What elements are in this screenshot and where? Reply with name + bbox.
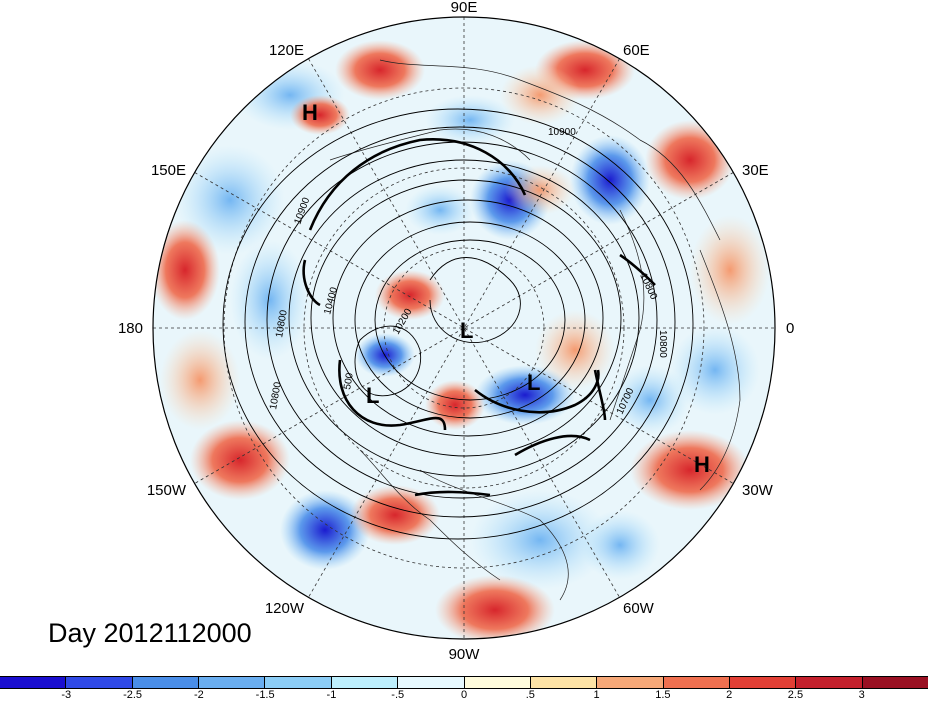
low-center: L bbox=[527, 370, 540, 395]
colorbar-tick-label: -1.5 bbox=[255, 689, 275, 701]
colorbar-tick-label: 3 bbox=[858, 689, 865, 701]
height-contours bbox=[222, 108, 694, 540]
colorbar-tick-label: 0 bbox=[460, 689, 468, 701]
colorbar-tick-label: -2 bbox=[193, 689, 204, 701]
contour-label: 10800 bbox=[657, 330, 668, 358]
colorbar-tick-label: 2.5 bbox=[787, 689, 804, 701]
lon-label-0: 0 bbox=[786, 320, 794, 337]
colorbar-swatch bbox=[397, 677, 464, 688]
lon-label-30w: 30W bbox=[742, 482, 774, 499]
colorbar-swatch bbox=[463, 677, 530, 688]
pressure-centers: H L L L H bbox=[302, 100, 710, 477]
contour-label: 10900 bbox=[548, 127, 576, 138]
lon-label-30e: 30E bbox=[742, 162, 769, 179]
colorbar-swatch bbox=[198, 677, 265, 688]
colorbar-swatch bbox=[529, 677, 597, 688]
jet-contours bbox=[302, 138, 656, 497]
colorbar-swatch bbox=[795, 677, 862, 688]
lon-label-90e: 90E bbox=[451, 0, 478, 16]
colorbar bbox=[0, 676, 928, 689]
high-center: H bbox=[302, 100, 318, 125]
low-center: L bbox=[460, 318, 473, 343]
colorbar-swatch bbox=[728, 677, 796, 688]
colorbar-swatch bbox=[0, 677, 66, 688]
high-center: H bbox=[694, 452, 710, 477]
colorbar-swatch bbox=[65, 677, 132, 688]
lon-label-120w: 120W bbox=[265, 600, 305, 617]
lon-label-90w: 90W bbox=[449, 646, 481, 663]
colorbar-labels: -3 -2.5 -2 -1.5 -1 -.5 0 .5 1 1.5 2 2.5 3 bbox=[0, 689, 928, 702]
map-boundary bbox=[152, 16, 776, 640]
colorbar-tick-label: -3 bbox=[61, 689, 72, 701]
low-center: L bbox=[366, 383, 379, 408]
colorbar-swatch bbox=[131, 677, 199, 688]
colorbar-tick-label: -.5 bbox=[391, 689, 405, 701]
colorbar-tick-label: 2 bbox=[726, 689, 733, 701]
colorbar-swatch bbox=[662, 677, 729, 688]
contour-label: 10800 bbox=[268, 381, 284, 411]
colorbar-swatch bbox=[861, 677, 928, 688]
lon-label-150w: 150W bbox=[147, 482, 187, 499]
lon-label-120e: 120E bbox=[269, 42, 304, 59]
colorbar-tick-label: 1.5 bbox=[655, 689, 671, 701]
contour-label: 500 bbox=[342, 372, 356, 391]
lon-label-150e: 150E bbox=[151, 162, 186, 179]
longitude-labels: 90E 60E 30E 0 30W 60W 90W 120W 150W 180 … bbox=[118, 0, 794, 663]
colorbar-tick-label: -1 bbox=[326, 689, 337, 701]
colorbar-swatch bbox=[330, 677, 398, 688]
colorbar-tick-label: -2.5 bbox=[123, 689, 143, 701]
lon-label-180: 180 bbox=[118, 320, 143, 337]
colorbar-tick-label: 1 bbox=[593, 689, 600, 701]
lon-label-60w: 60W bbox=[623, 600, 655, 617]
graticule bbox=[153, 17, 775, 639]
contour-label: 10800 bbox=[274, 309, 290, 339]
lon-label-60e: 60E bbox=[623, 42, 650, 59]
colorbar-swatch bbox=[596, 677, 663, 688]
colorbar-tick-label: .5 bbox=[525, 689, 535, 701]
map-title: Day 2012112000 bbox=[48, 618, 252, 648]
colorbar-swatch bbox=[264, 677, 331, 688]
